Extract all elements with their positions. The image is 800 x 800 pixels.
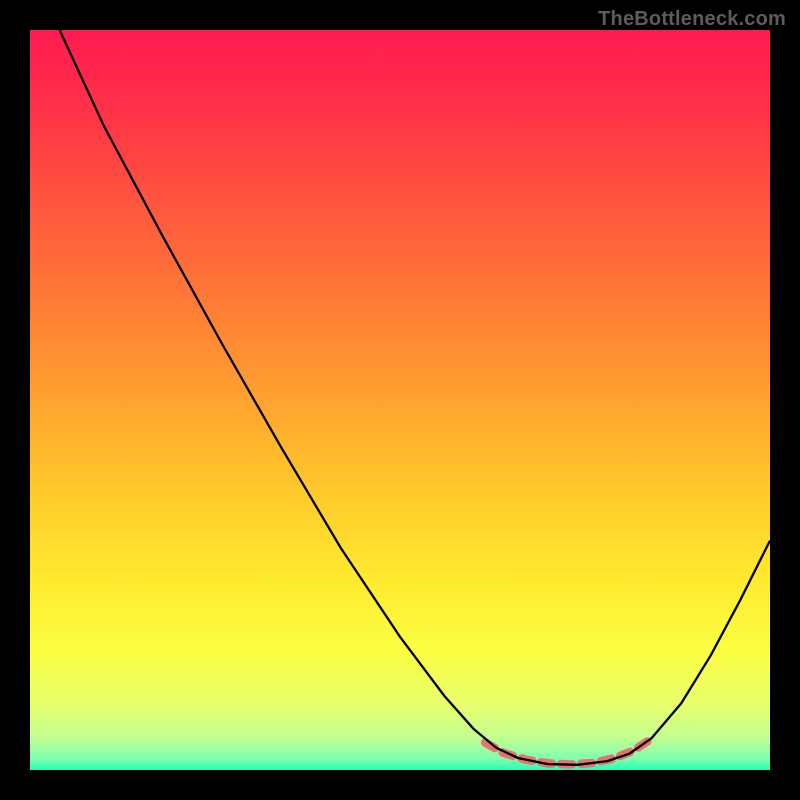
plot-area bbox=[30, 30, 770, 770]
gradient-background bbox=[30, 30, 770, 770]
watermark-text: TheBottleneck.com bbox=[598, 8, 786, 31]
chart-container: TheBottleneck.com bbox=[0, 0, 800, 800]
